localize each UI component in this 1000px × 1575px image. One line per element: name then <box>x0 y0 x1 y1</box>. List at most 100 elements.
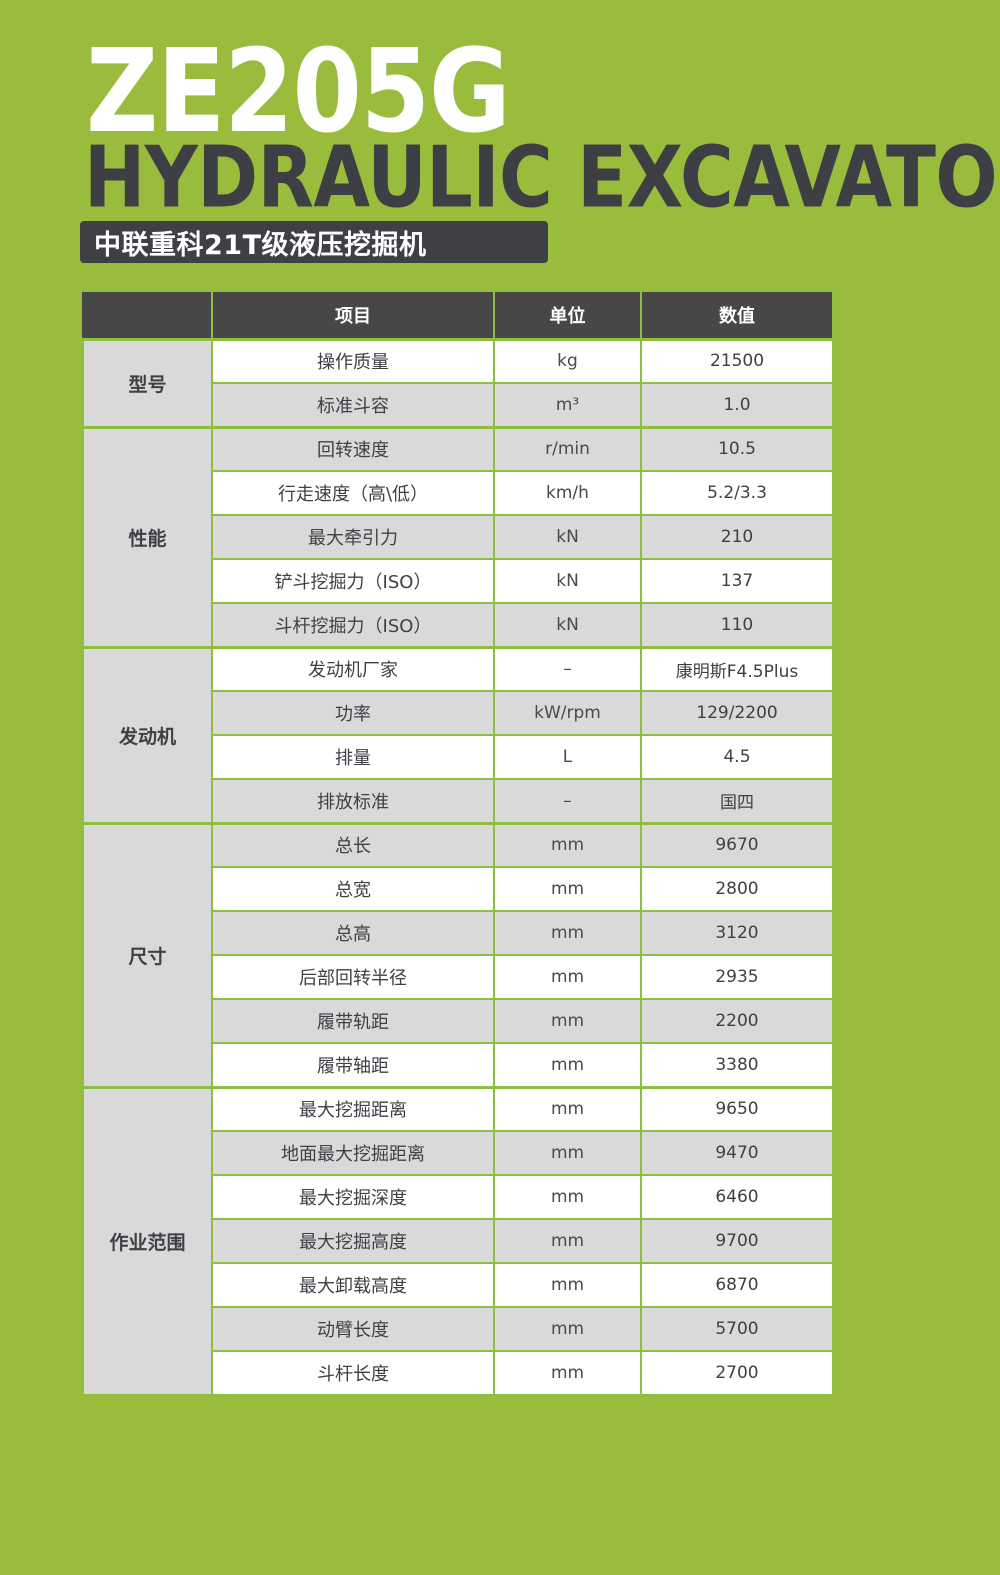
table-row: 总高 mm 3120 <box>83 910 834 956</box>
value-cell: 6870 <box>640 1262 834 1308</box>
table-row: 型号 操作质量 kg 21500 <box>82 337 834 428</box>
unit-cell: mm <box>493 1306 642 1352</box>
value-cell: 5700 <box>640 1306 834 1352</box>
value-cell: 9470 <box>640 1130 834 1176</box>
item-cell: 最大挖掘距离 <box>211 1085 495 1132</box>
table-header: 项目 单位 数值 <box>82 290 834 340</box>
value-cell: 2800 <box>640 866 834 912</box>
item-cell: 履带轨距 <box>211 998 495 1044</box>
table-row: 斗杆挖掘力（ISO） kN 110 <box>83 602 834 648</box>
column-header-unit: 单位 <box>493 290 642 340</box>
table-row: 动臂长度 mm 5700 <box>83 1306 834 1352</box>
column-header-category <box>82 290 213 340</box>
unit-cell: kN <box>493 558 642 604</box>
unit-cell: mm <box>493 1130 642 1176</box>
value-cell: 5.2/3.3 <box>640 470 834 516</box>
table-row: 履带轴距 mm 3380 <box>83 1042 834 1088</box>
item-cell: 履带轴距 <box>211 1042 495 1088</box>
item-cell: 最大挖掘高度 <box>211 1218 495 1264</box>
unit-cell: mm <box>493 998 642 1044</box>
value-cell: 3380 <box>640 1042 834 1088</box>
value-cell: 21500 <box>640 337 834 384</box>
value-cell: 4.5 <box>640 734 834 780</box>
table-row: 作业范围 最大挖掘距离 mm 9650 <box>82 1085 834 1396</box>
item-cell: 总高 <box>211 910 495 956</box>
table-row: 性能 回转速度 r/min 10.5 <box>82 425 834 648</box>
category-cell: 性能 <box>82 425 213 648</box>
table-row: 发动机 发动机厂家 – 康明斯F4.5Plus <box>82 645 834 824</box>
item-cell: 总宽 <box>211 866 495 912</box>
item-cell: 最大卸载高度 <box>211 1262 495 1308</box>
table-row: 总宽 mm 2800 <box>83 866 834 912</box>
item-cell: 地面最大挖掘距离 <box>211 1130 495 1176</box>
item-cell: 标准斗容 <box>211 382 495 428</box>
table-row: 斗杆长度 mm 2700 <box>83 1350 834 1397</box>
unit-cell: kg <box>493 337 642 384</box>
category-cell: 发动机 <box>82 645 213 824</box>
model-title: ZE205G <box>86 26 511 160</box>
value-cell: 国四 <box>640 778 834 824</box>
value-cell: 3120 <box>640 910 834 956</box>
value-cell: 129/2200 <box>640 690 834 736</box>
table-row: 地面最大挖掘距离 mm 9470 <box>83 1130 834 1176</box>
table-row: 功率 kW/rpm 129/2200 <box>83 690 834 736</box>
unit-cell: – <box>493 778 642 824</box>
table-row: 最大挖掘深度 mm 6460 <box>83 1174 834 1220</box>
unit-cell: mm <box>493 1085 642 1132</box>
item-cell: 后部回转半径 <box>211 954 495 1000</box>
value-cell: 6460 <box>640 1174 834 1220</box>
value-cell: 2200 <box>640 998 834 1044</box>
unit-cell: kN <box>493 602 642 648</box>
value-cell: 1.0 <box>640 382 834 428</box>
table-row: 尺寸 总长 mm 9670 <box>82 821 834 1088</box>
value-cell: 2935 <box>640 954 834 1000</box>
table-row: 后部回转半径 mm 2935 <box>83 954 834 1000</box>
unit-cell: L <box>493 734 642 780</box>
item-cell: 发动机厂家 <box>211 645 495 692</box>
category-cell: 作业范围 <box>82 1085 213 1396</box>
item-cell: 斗杆长度 <box>211 1350 495 1397</box>
item-cell: 操作质量 <box>211 337 495 384</box>
item-cell: 最大挖掘深度 <box>211 1174 495 1220</box>
unit-cell: mm <box>493 1262 642 1308</box>
unit-cell: kN <box>493 514 642 560</box>
specification-table: 项目 单位 数值 型号 操作质量 kg 21500 标准斗容 m³ 1.0 性能 回转速度 r/m… <box>82 290 834 1397</box>
item-cell: 总长 <box>211 821 495 868</box>
item-cell: 动臂长度 <box>211 1306 495 1352</box>
value-cell: 康明斯F4.5Plus <box>640 645 834 692</box>
unit-cell: mm <box>493 1350 642 1397</box>
table-row: 排量 L 4.5 <box>83 734 834 780</box>
category-cell: 尺寸 <box>82 821 213 1088</box>
column-header-item: 项目 <box>211 290 495 340</box>
item-cell: 铲斗挖掘力（ISO） <box>211 558 495 604</box>
value-cell: 137 <box>640 558 834 604</box>
value-cell: 2700 <box>640 1350 834 1397</box>
table-body: 型号 操作质量 kg 21500 标准斗容 m³ 1.0 性能 回转速度 r/min 10.5 行走速… <box>82 337 834 1397</box>
item-cell: 最大牵引力 <box>211 514 495 560</box>
subtitle-bar: 中联重科21T级液压挖掘机 <box>80 221 548 263</box>
unit-cell: – <box>493 645 642 692</box>
table-row: 履带轨距 mm 2200 <box>83 998 834 1044</box>
item-cell: 行走速度（高\低） <box>211 470 495 516</box>
unit-cell: mm <box>493 1218 642 1264</box>
unit-cell: kW/rpm <box>493 690 642 736</box>
table-row: 铲斗挖掘力（ISO） kN 137 <box>83 558 834 604</box>
unit-cell: mm <box>493 821 642 868</box>
value-cell: 9650 <box>640 1085 834 1132</box>
table-row: 行走速度（高\低） km/h 5.2/3.3 <box>83 470 834 516</box>
column-header-value: 数值 <box>640 290 834 340</box>
item-cell: 排放标准 <box>211 778 495 824</box>
table-row: 最大卸载高度 mm 6870 <box>83 1262 834 1308</box>
unit-cell: m³ <box>493 382 642 428</box>
unit-cell: km/h <box>493 470 642 516</box>
item-cell: 排量 <box>211 734 495 780</box>
category-cell: 型号 <box>82 337 213 428</box>
table-header-row: 项目 单位 数值 <box>82 290 834 340</box>
table-row: 最大牵引力 kN 210 <box>83 514 834 560</box>
table-row: 标准斗容 m³ 1.0 <box>83 382 834 428</box>
unit-cell: mm <box>493 1174 642 1220</box>
table-row: 排放标准 – 国四 <box>83 778 834 824</box>
item-cell: 回转速度 <box>211 425 495 472</box>
unit-cell: mm <box>493 866 642 912</box>
value-cell: 10.5 <box>640 425 834 472</box>
